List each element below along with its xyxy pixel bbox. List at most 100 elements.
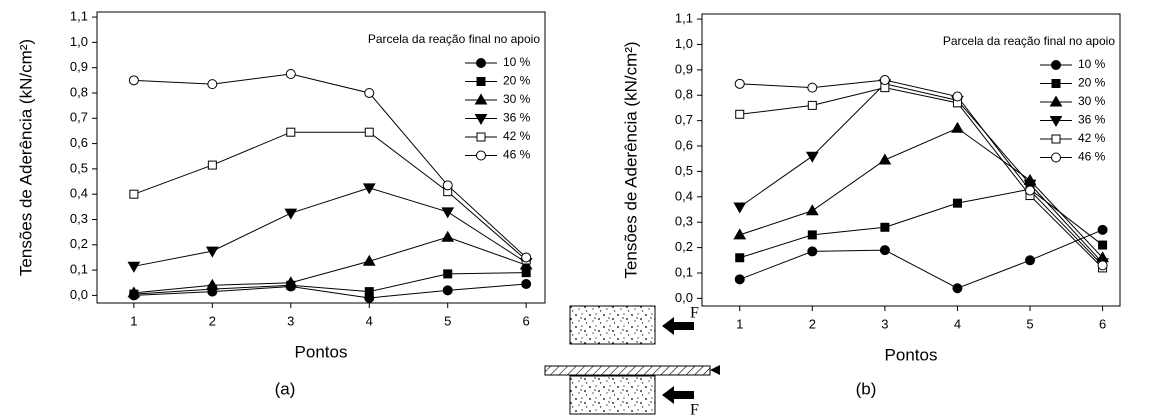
series-line bbox=[133, 272, 527, 295]
data-point bbox=[207, 160, 217, 170]
data-point bbox=[952, 91, 963, 102]
x-tick-label: 4 bbox=[366, 313, 373, 328]
y-tick-label: 0,9 bbox=[70, 59, 88, 74]
y-axis-label: Tensões de Aderência (kN/cm²) bbox=[16, 39, 35, 276]
series-line bbox=[739, 83, 1103, 264]
legend-marker bbox=[1051, 152, 1061, 163]
data-point bbox=[1097, 260, 1108, 271]
legend-label: 30 % bbox=[1078, 94, 1106, 108]
data-point bbox=[362, 183, 376, 195]
data-point bbox=[521, 268, 531, 278]
data-point bbox=[878, 153, 892, 165]
y-tick-label: 0,7 bbox=[70, 110, 88, 125]
x-tick-label: 2 bbox=[209, 313, 216, 328]
data-point bbox=[286, 127, 296, 137]
legend-label: 20 % bbox=[503, 74, 531, 88]
y-tick-label: 0,2 bbox=[70, 236, 88, 251]
legend-marker bbox=[476, 77, 486, 86]
y-tick-label: 0,5 bbox=[675, 163, 693, 178]
legend-marker bbox=[1051, 134, 1061, 144]
data-point bbox=[362, 254, 376, 266]
series-line bbox=[739, 127, 1103, 259]
data-point bbox=[128, 75, 139, 86]
x-tick-label: 1 bbox=[130, 313, 137, 328]
legend-marker bbox=[476, 58, 486, 68]
data-point bbox=[1097, 224, 1108, 235]
data-point bbox=[807, 246, 818, 257]
data-point bbox=[879, 75, 890, 86]
legend-label: 36 % bbox=[503, 111, 531, 125]
data-point bbox=[1025, 185, 1036, 196]
legend-label: 42 % bbox=[503, 129, 531, 143]
x-tick-label: 1 bbox=[736, 316, 743, 331]
data-point bbox=[442, 285, 453, 296]
data-point bbox=[805, 151, 819, 163]
data-point bbox=[441, 207, 455, 219]
legend-title: Parcela da reação final no apoio bbox=[368, 32, 540, 46]
legend-label: 30 % bbox=[503, 92, 531, 106]
y-tick-label: 0,4 bbox=[70, 186, 88, 201]
y-tick-label: 0,8 bbox=[70, 84, 88, 99]
caption: (b) bbox=[856, 379, 877, 398]
legend-marker bbox=[1049, 116, 1063, 127]
data-point bbox=[1098, 240, 1108, 250]
data-point bbox=[735, 253, 745, 263]
series-line bbox=[739, 229, 1103, 289]
force-label: F bbox=[690, 402, 699, 419]
data-point bbox=[207, 79, 218, 90]
series-line bbox=[133, 131, 527, 261]
x-tick-label: 6 bbox=[1099, 316, 1106, 331]
force-arrow bbox=[662, 386, 694, 404]
x-tick-label: 3 bbox=[287, 313, 294, 328]
y-tick-label: 0,9 bbox=[675, 61, 693, 76]
data-point bbox=[733, 228, 747, 240]
legend-label: 10 % bbox=[1078, 57, 1106, 71]
series-line bbox=[133, 187, 527, 267]
x-axis-label: Pontos bbox=[885, 345, 938, 364]
caption: (a) bbox=[275, 379, 296, 398]
legend-marker bbox=[1051, 60, 1061, 70]
chart: 0,0 0,1 0,2 0,3 0,4 0,5 0,6 0,7 0,8 0,9 1,0 1,1 1 2 3 4… bbox=[16, 8, 546, 398]
x-tick-label: 6 bbox=[523, 313, 530, 328]
legend-marker bbox=[1051, 79, 1061, 88]
y-tick-label: 1,1 bbox=[675, 11, 693, 26]
data-point bbox=[807, 82, 818, 93]
y-tick-label: 0,3 bbox=[675, 214, 693, 229]
legend-title: Parcela da reação final no apoio bbox=[943, 34, 1115, 48]
diagram: F F bbox=[544, 305, 720, 419]
y-tick-label: 1,0 bbox=[70, 34, 88, 49]
legend-marker bbox=[474, 93, 488, 105]
legend-label: 20 % bbox=[1078, 76, 1106, 90]
y-tick-label: 0,0 bbox=[675, 290, 693, 305]
y-tick-label: 0,5 bbox=[70, 160, 88, 175]
y-tick-label: 1,1 bbox=[70, 8, 88, 23]
data-point bbox=[952, 283, 963, 294]
y-tick-label: 0,4 bbox=[675, 188, 693, 203]
y-tick-label: 0,6 bbox=[675, 137, 693, 152]
x-tick-label: 5 bbox=[444, 313, 451, 328]
y-tick-label: 0,6 bbox=[70, 135, 88, 150]
support bbox=[710, 365, 720, 375]
y-tick-label: 0,2 bbox=[675, 239, 693, 254]
legend-label: 42 % bbox=[1078, 131, 1106, 145]
data-point bbox=[364, 287, 374, 297]
data-point bbox=[205, 278, 219, 290]
legend-label: 46 % bbox=[1078, 150, 1106, 164]
concrete-block bbox=[569, 375, 656, 415]
data-point bbox=[441, 230, 455, 242]
force-arrow bbox=[662, 317, 694, 335]
series-line bbox=[133, 236, 527, 294]
data-point bbox=[205, 246, 219, 258]
y-tick-label: 0,1 bbox=[675, 264, 693, 279]
data-point bbox=[1023, 179, 1037, 191]
data-point bbox=[284, 208, 298, 220]
legend-marker bbox=[1049, 95, 1063, 107]
data-point bbox=[127, 261, 141, 273]
series-line bbox=[133, 283, 527, 299]
data-point bbox=[364, 127, 374, 137]
data-point bbox=[807, 100, 817, 110]
y-axis-label: Tensões de Aderência (kN/cm²) bbox=[621, 41, 640, 278]
x-axis-label: Pontos bbox=[295, 342, 348, 361]
steel-plate bbox=[544, 365, 711, 376]
